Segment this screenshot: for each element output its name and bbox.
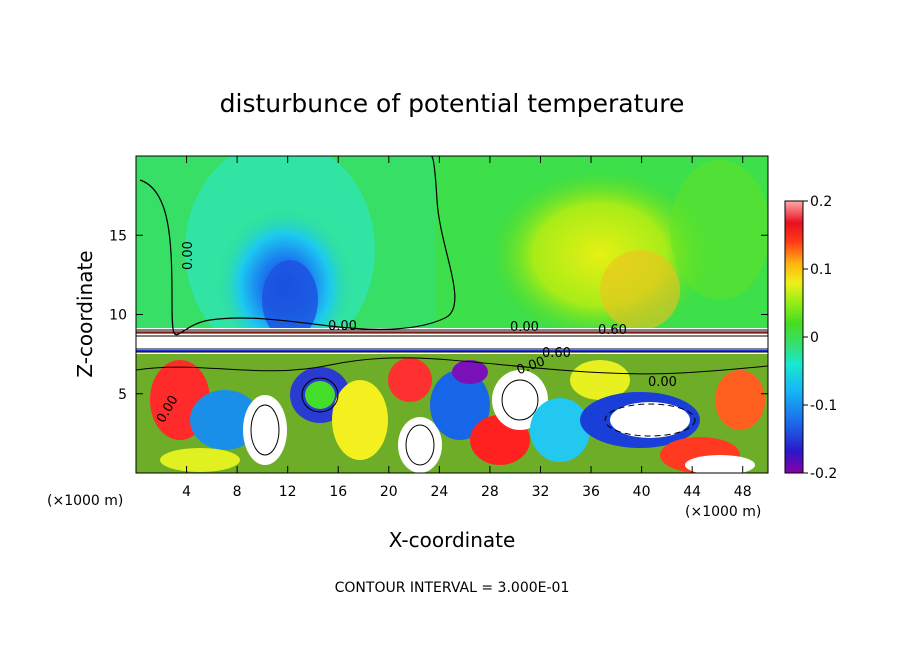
x-tick-label: 12: [279, 484, 297, 500]
y-tick-label: 10: [109, 308, 127, 324]
colorbar-tick-label: -0.1: [810, 398, 837, 414]
x-unit-left: (×1000 m): [47, 493, 123, 509]
contour-interval-note: CONTOUR INTERVAL = 3.000E-01: [335, 580, 570, 596]
colorbar-tick-label: 0: [810, 330, 819, 346]
chart-title: disturbunce of potential temperature: [220, 89, 685, 118]
x-tick-label: 40: [633, 484, 651, 500]
contour-label: 0.00: [328, 319, 357, 334]
x-tick-label: 24: [430, 484, 448, 500]
y-axis-title: Z-coordinate: [73, 250, 97, 377]
x-tick-label: 48: [734, 484, 752, 500]
x-tick-label: 32: [532, 484, 550, 500]
contour-label: 0.60: [598, 323, 627, 338]
x-tick-label: 20: [380, 484, 398, 500]
x-tick-label: 28: [481, 484, 499, 500]
contour-label: 0.00: [648, 375, 677, 390]
plot-area: [136, 156, 768, 473]
y-tick-label: 5: [118, 387, 127, 403]
x-axis: 4 8 12 16 20 24 28 32 36 40 44 48: [182, 156, 752, 500]
contour-label: 0.00: [510, 320, 539, 335]
x-unit-right: (×1000 m): [685, 504, 761, 520]
contour-labels: 0.00 0.00 0.60 0.00 0.00 0.60 0.00 0.00: [154, 241, 677, 426]
contour-label: 0.60: [542, 346, 571, 361]
y-axis: 5 10 15: [109, 228, 768, 403]
colorbar-tick-label: -0.2: [810, 466, 837, 482]
x-axis-title: X-coordinate: [389, 528, 516, 552]
x-tick-label: 8: [233, 484, 242, 500]
x-tick-label: 16: [329, 484, 347, 500]
x-tick-label: 44: [683, 484, 701, 500]
x-tick-label: 4: [182, 484, 191, 500]
colorbar: [784, 200, 804, 474]
y-tick-label: 15: [109, 228, 127, 244]
colorbar-tick-label: 0.2: [810, 194, 832, 210]
colorbar-tick-label: 0.1: [810, 262, 832, 278]
x-tick-label: 36: [582, 484, 600, 500]
colorbar-ticks: 0.2 0.1 0 -0.1 -0.2: [803, 194, 837, 482]
contour-label: 0.00: [181, 241, 196, 270]
